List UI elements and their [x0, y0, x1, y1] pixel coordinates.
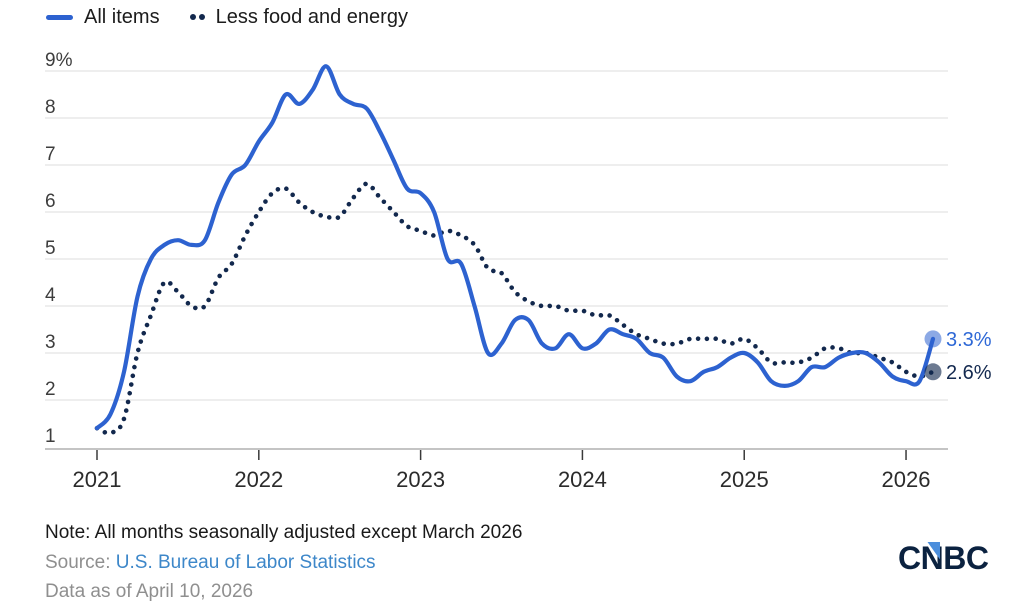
x-axis-tick-label: 2025: [720, 467, 769, 492]
core-series-dotted-line: [94, 181, 936, 436]
line-chart-plot: 9% 8 7 6 5 4 3 2 1 2021 2022 2023 2024 2025 2026 3.3%…: [45, 50, 992, 492]
core-end-marker: [924, 363, 942, 381]
cnbc-logo-text: CNBC: [898, 540, 989, 576]
gridlines: [45, 70, 948, 401]
data-as-of: Data as of April 10, 2026: [45, 581, 254, 602]
chart-note: Note: All months seasonally adjusted exc…: [45, 522, 523, 543]
legend-item-all-items: All items: [46, 7, 160, 27]
y-axis-tick-label: 6: [45, 191, 56, 212]
x-axis-tick-label: 2026: [882, 467, 931, 492]
chart-source-line: Source: U.S. Bureau of Labor Statistics: [45, 552, 522, 574]
y-axis-tick-label: 4: [45, 285, 56, 306]
legend-label-core: Less food and energy: [215, 6, 408, 28]
y-axis-tick-label: 9%: [45, 50, 73, 71]
y-axis-tick-label: 7: [45, 144, 56, 165]
x-axis-tick-label: 2024: [558, 467, 607, 492]
cnbc-logo: CNBC: [898, 540, 989, 576]
all-items-end-value-label: 3.3%: [946, 329, 992, 351]
x-axis-tick-label: 2021: [73, 467, 122, 492]
x-axis-ticks: [96, 450, 907, 460]
y-axis-tick-label: 3: [45, 332, 56, 353]
y-axis-labels: 9% 8 7 6 5 4 3 2 1: [45, 50, 73, 447]
x-axis-tick-label: 2022: [234, 467, 283, 492]
x-axis-tick-label: 2023: [396, 467, 445, 492]
chart-legend: All items Less food and energy: [46, 7, 408, 27]
all-items-end-marker: [924, 330, 942, 348]
legend-label-all-items: All items: [84, 6, 160, 28]
source-link[interactable]: U.S. Bureau of Labor Statistics: [115, 552, 376, 573]
y-axis-tick-label: 8: [45, 97, 56, 118]
chart-footer: Note: All months seasonally adjusted exc…: [45, 522, 522, 603]
x-axis-labels: 2021 2022 2023 2024 2025 2026: [73, 467, 931, 492]
y-axis-tick-label: 2: [45, 379, 56, 400]
cnbc-logo-triangle: [927, 542, 940, 560]
legend-item-core: Less food and energy: [189, 6, 408, 28]
all-items-series-line: [94, 64, 936, 431]
core-end-value-label: 2.6%: [946, 362, 992, 384]
y-axis-tick-label: 5: [45, 238, 56, 259]
source-prefix: Source:: [45, 552, 116, 573]
all-items-line-swatch: [46, 14, 73, 20]
core-dots-swatch: [189, 14, 205, 20]
y-axis-tick-label: 1: [45, 426, 56, 447]
